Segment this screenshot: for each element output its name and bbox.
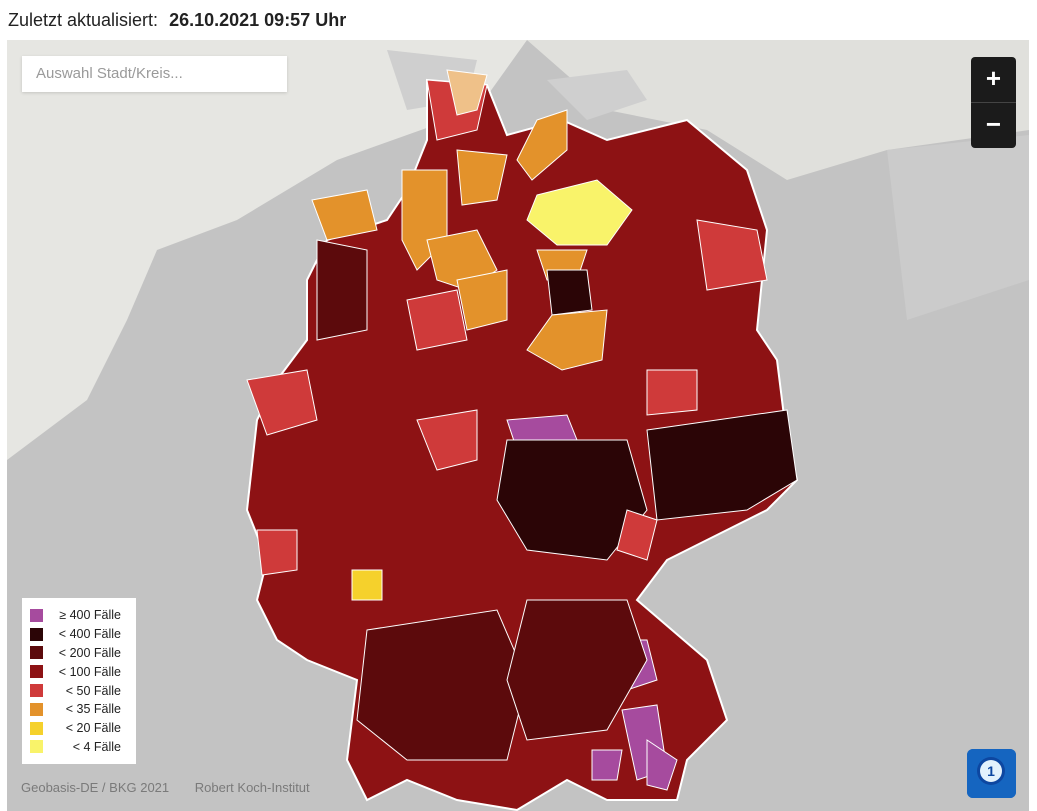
legend-swatch [30,646,43,660]
legend-label: < 35 Fälle [65,702,121,717]
legend-swatch [30,665,43,679]
ard-tagesschau-logo-icon[interactable]: 1 [967,749,1016,798]
district-ostholstein[interactable] [516,109,568,181]
legend-label: < 200 Fälle [58,645,121,660]
credit-rki: Robert Koch-Institut [194,780,310,795]
logo-svg: 1 [967,749,1016,798]
legend-item: < 50 Fälle [22,681,136,700]
legend: ≥ 400 Fälle < 400 Fälle < 200 Fälle < 100 F… [22,598,136,764]
credit-geobasis: Geobasis-DE / BKG 2021 [21,780,170,795]
district-bavaria-central[interactable] [506,599,648,741]
legend-label: < 100 Fälle [58,664,121,679]
legend-swatch [30,740,43,754]
district-hannover[interactable] [406,289,468,351]
legend-item: < 4 Fälle [22,738,136,757]
svg-text:1: 1 [987,763,995,779]
last-updated-timestamp: 26.10.2021 09:57 Uhr [169,10,347,30]
legend-item: < 400 Fälle [22,625,136,644]
district-teltow-flaeming[interactable] [646,369,698,416]
legend-label: < 4 Fälle [72,739,121,754]
district-eifel[interactable] [256,529,298,576]
legend-item: < 20 Fälle [22,719,136,738]
poland-land [887,135,1029,320]
map-canvas[interactable] [7,40,1029,811]
legend-item: < 100 Fälle [22,662,136,681]
map-svg[interactable] [7,40,1029,811]
district-thuringia-east[interactable] [496,439,648,561]
legend-swatch [30,608,43,622]
legend-label: < 20 Fälle [65,721,121,736]
legend-swatch [30,684,43,698]
north-sea [7,40,527,460]
district-traunstein[interactable] [591,749,623,781]
legend-swatch [30,721,43,735]
search-input[interactable] [22,56,276,90]
district-verden[interactable] [456,269,508,331]
zoom-in-button[interactable]: + [971,57,1016,102]
district-duesseldorf[interactable] [246,369,318,436]
legend-label: ≥ 400 Fälle [59,608,121,623]
legend-item: < 35 Fälle [22,700,136,719]
last-updated-label: Zuletzt aktualisiert: [8,10,159,30]
legend-swatch [30,702,43,716]
credits: Geobasis-DE / BKG 2021 Robert Koch-Insti… [21,780,332,795]
legend-label: < 400 Fälle [58,627,121,642]
legend-item: ≥ 400 Fälle [22,606,136,625]
district-ostfriesland[interactable] [311,189,378,241]
district-emsland[interactable] [316,239,368,341]
district-hessen-north[interactable] [416,409,478,471]
header: Zuletzt aktualisiert: 26.10.2021 09:57 U… [0,0,1037,40]
search-box[interactable] [22,56,287,92]
legend-label: < 50 Fälle [65,683,121,698]
zoom-out-button[interactable]: − [971,102,1016,148]
legend-item: < 200 Fälle [22,644,136,663]
district-saxony[interactable] [646,409,798,521]
district-vogtland[interactable] [616,509,658,561]
district-berchtesgaden[interactable] [646,739,678,791]
district-uckermark[interactable] [696,219,768,291]
district-nordfriesland[interactable] [446,69,488,116]
district-ludwigslust-parchim[interactable] [526,179,633,246]
last-updated: Zuletzt aktualisiert: 26.10.2021 09:57 U… [8,10,346,31]
district-baden-wuerttemberg[interactable] [356,609,528,761]
district-pinneberg[interactable] [456,149,508,206]
legend-swatch [30,627,43,641]
district-magdeburg-area[interactable] [526,309,608,371]
baltic-sea [527,40,1029,180]
district-altmark[interactable] [546,269,593,316]
danish-islands [547,70,647,120]
district-kaiserslautern[interactable] [351,569,383,601]
